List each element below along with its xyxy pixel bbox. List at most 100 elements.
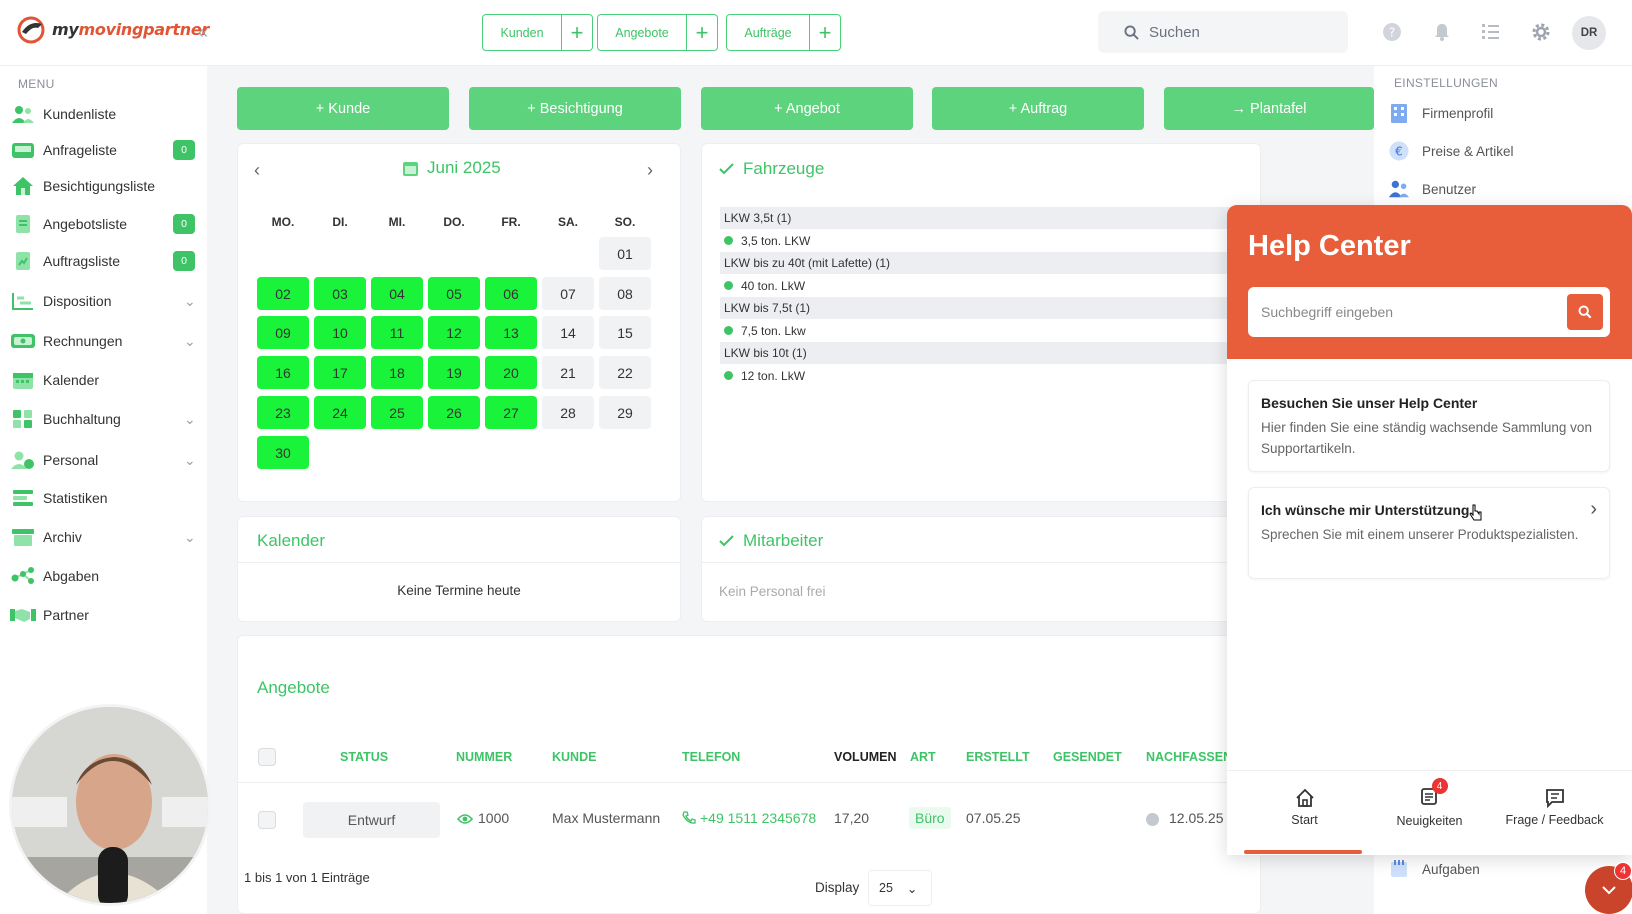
gear-icon[interactable]	[1529, 20, 1553, 44]
calendar-day[interactable]: 01	[599, 237, 651, 270]
chevron-down-icon[interactable]: ⌄	[184, 332, 196, 349]
help-center-link-card[interactable]: Besuchen Sie unser Help Center Hier find…	[1248, 380, 1610, 472]
calendar-day[interactable]: 08	[599, 277, 651, 310]
calendar-day[interactable]: 25	[371, 396, 423, 429]
chevron-down-icon[interactable]: ⌄	[184, 292, 196, 309]
calendar-day[interactable]: 21	[542, 356, 594, 389]
calendar-day[interactable]: 10	[314, 316, 366, 349]
settings-item-preise[interactable]: € Preise & Artikel	[1388, 140, 1514, 162]
collapse-sidebar-icon[interactable]: «	[198, 22, 209, 42]
calendar-day[interactable]: 12	[428, 316, 480, 349]
col-nummer[interactable]: NUMMER	[456, 750, 513, 764]
calendar-day[interactable]: 02	[257, 277, 309, 310]
search-input[interactable]: Suchen	[1098, 11, 1348, 53]
settings-item-aufgaben[interactable]: Aufgaben	[1388, 858, 1480, 880]
quick-auftraege-add-button[interactable]: +	[810, 14, 841, 51]
sidebar-item-statistiken[interactable]: Statistiken	[0, 480, 207, 516]
cell-telefon[interactable]: +49 1511 2345678	[700, 810, 817, 826]
settings-item-firmenprofil[interactable]: Firmenprofil	[1388, 102, 1493, 124]
calendar-day[interactable]: 24	[314, 396, 366, 429]
cell-kunde[interactable]: Max Mustermann	[552, 810, 661, 826]
sidebar-item-abgaben[interactable]: Abgaben	[0, 558, 207, 594]
calendar-day[interactable]: 16	[257, 356, 309, 389]
plantafel-button[interactable]: → Plantafel	[1164, 87, 1374, 130]
calendar-day[interactable]: 17	[314, 356, 366, 389]
page-size-select[interactable]: 25 ⌄	[868, 870, 932, 906]
settings-item-benutzer[interactable]: Benutzer	[1388, 178, 1476, 200]
add-angebot-button[interactable]: + Angebot	[701, 87, 913, 130]
add-kunde-button[interactable]: + Kunde	[237, 87, 449, 130]
row-checkbox[interactable]	[258, 811, 276, 829]
sidebar-item-rechnungen[interactable]: Rechnungen ⌄	[0, 323, 207, 359]
col-volumen[interactable]: VOLUMEN	[834, 750, 897, 764]
calendar-day[interactable]: 30	[257, 436, 309, 469]
prev-month-icon[interactable]: ‹	[254, 160, 260, 180]
help-icon[interactable]: ?	[1380, 20, 1404, 44]
calendar-day[interactable]: 07	[542, 277, 594, 310]
calendar-day[interactable]: 22	[599, 356, 651, 389]
help-search-button[interactable]	[1567, 294, 1603, 330]
col-erstellt[interactable]: ERSTELLT	[966, 750, 1030, 764]
help-tab-feedback[interactable]: Frage / Feedback	[1487, 777, 1622, 837]
select-all-checkbox[interactable]	[258, 748, 276, 766]
sidebar-item-disposition[interactable]: Disposition ⌄	[0, 283, 207, 319]
col-art[interactable]: ART	[910, 750, 936, 764]
add-besichtigung-button[interactable]: + Besichtigung	[469, 87, 681, 130]
vehicle-row[interactable]: 7,5 ton. Lkw	[720, 319, 1240, 342]
calendar-day[interactable]: 27	[485, 396, 537, 429]
sidebar-item-auftragsliste[interactable]: Auftragsliste 0	[0, 243, 207, 279]
help-tab-start[interactable]: Start	[1237, 777, 1372, 837]
user-avatar[interactable]: DR	[1572, 16, 1606, 50]
eye-icon[interactable]	[456, 812, 474, 828]
help-search-input[interactable]: Suchbegriff eingeben	[1248, 287, 1610, 337]
col-telefon[interactable]: TELEFON	[682, 750, 741, 764]
sidebar-item-kundenliste[interactable]: Kundenliste	[0, 96, 207, 132]
sidebar-item-anfrageliste[interactable]: Anfrageliste 0	[0, 132, 207, 168]
calendar-day[interactable]: 14	[542, 316, 594, 349]
sidebar-item-buchhaltung[interactable]: Buchhaltung ⌄	[0, 401, 207, 437]
quick-auftraege-button[interactable]: Aufträge	[726, 14, 810, 51]
sidebar-item-angebotsliste[interactable]: Angebotsliste 0	[0, 206, 207, 242]
calendar-day[interactable]: 03	[314, 277, 366, 310]
calendar-day[interactable]: 15	[599, 316, 651, 349]
vehicle-row[interactable]: 12 ton. LkW	[720, 364, 1240, 387]
calendar-day[interactable]: 29	[599, 396, 651, 429]
quick-angebote-add-button[interactable]: +	[687, 14, 718, 51]
task-list-icon[interactable]	[1479, 20, 1503, 44]
vehicle-row[interactable]: 40 ton. LkW	[720, 274, 1240, 297]
logo[interactable]: mymovingpartner	[16, 14, 209, 44]
calendar-day[interactable]: 11	[371, 316, 423, 349]
calendar-day[interactable]: 18	[371, 356, 423, 389]
calendar-day[interactable]: 05	[428, 277, 480, 310]
vehicle-row[interactable]: 3,5 ton. LKW	[720, 229, 1240, 252]
cell-nummer[interactable]: 1000	[478, 810, 510, 826]
calendar-day[interactable]: 20	[485, 356, 537, 389]
quick-kunden-button[interactable]: Kunden	[482, 14, 562, 51]
calendar-day[interactable]: 19	[428, 356, 480, 389]
sidebar-item-kalender[interactable]: Kalender	[0, 362, 207, 398]
calendar-day[interactable]: 26	[428, 396, 480, 429]
chevron-down-icon[interactable]: ⌄	[184, 528, 196, 545]
bell-icon[interactable]	[1430, 20, 1454, 44]
sidebar-item-partner[interactable]: Partner	[0, 597, 207, 633]
quick-kunden-add-button[interactable]: +	[562, 14, 593, 51]
sidebar-item-personal[interactable]: Personal ⌄	[0, 442, 207, 478]
next-month-icon[interactable]: ›	[647, 160, 653, 180]
chevron-down-icon[interactable]: ⌄	[184, 410, 196, 427]
calendar-day[interactable]: 06	[485, 277, 537, 310]
calendar-day[interactable]: 04	[371, 277, 423, 310]
calendar-day[interactable]: 13	[485, 316, 537, 349]
col-kunde[interactable]: KUNDE	[552, 750, 597, 764]
support-request-card[interactable]: Ich wünsche mir Unterstützung Sprechen S…	[1248, 487, 1610, 579]
calendar-day[interactable]: 09	[257, 316, 309, 349]
calendar-day[interactable]: 23	[257, 396, 309, 429]
col-status[interactable]: STATUS	[340, 750, 389, 764]
help-tab-neuigkeiten[interactable]: 4 Neuigkeiten	[1362, 777, 1497, 837]
col-gesendet[interactable]: GESENDET	[1053, 750, 1122, 764]
calendar-day[interactable]: 28	[542, 396, 594, 429]
sidebar-item-archiv[interactable]: Archiv ⌄	[0, 519, 207, 555]
add-auftrag-button[interactable]: + Auftrag	[932, 87, 1144, 130]
sidebar-item-besichtigungsliste[interactable]: Besichtigungsliste	[0, 168, 207, 204]
quick-angebote-button[interactable]: Angebote	[597, 14, 687, 51]
chevron-down-icon[interactable]: ⌄	[184, 451, 196, 468]
